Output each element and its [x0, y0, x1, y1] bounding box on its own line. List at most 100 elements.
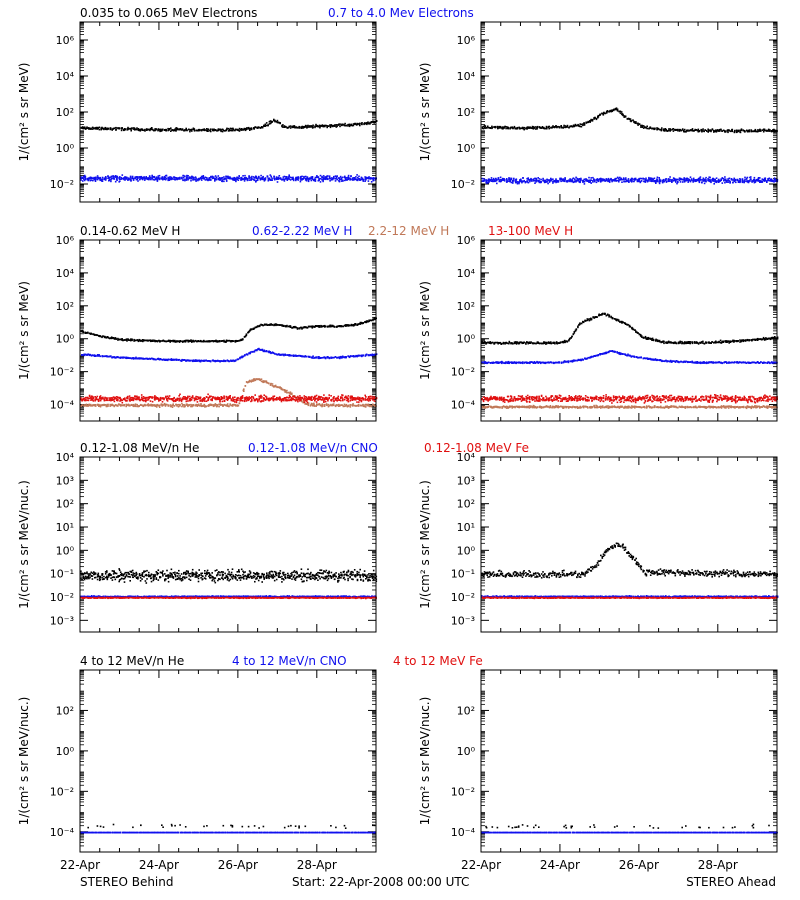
data-point — [149, 339, 152, 341]
data-point — [257, 127, 259, 129]
data-point — [233, 360, 235, 363]
data-point — [638, 123, 641, 125]
data-point — [350, 178, 352, 181]
data-point — [614, 179, 616, 182]
data-point — [193, 177, 195, 179]
data-point — [129, 357, 132, 359]
data-point — [625, 178, 627, 181]
data-point — [747, 180, 750, 182]
data-point — [513, 178, 515, 180]
data-point — [235, 359, 237, 362]
data-point — [235, 128, 237, 131]
data-point — [161, 340, 164, 342]
data-point — [546, 181, 548, 183]
data-point — [658, 182, 661, 185]
data-point — [230, 404, 233, 407]
data-point — [268, 351, 270, 354]
data-point — [200, 175, 203, 178]
data-point — [137, 128, 140, 130]
data-point — [218, 405, 220, 408]
data-point — [708, 178, 710, 181]
data-point — [296, 328, 299, 330]
data-point — [715, 130, 718, 132]
data-point — [347, 325, 350, 327]
data-point — [264, 177, 267, 180]
data-point — [120, 178, 123, 180]
data-point — [574, 123, 577, 126]
data-point — [204, 340, 206, 343]
data-point — [724, 176, 726, 178]
data-point — [164, 405, 167, 407]
data-point — [167, 176, 169, 179]
data-point — [629, 118, 632, 120]
data-point — [520, 180, 522, 182]
data-point — [316, 176, 318, 178]
data-point — [150, 178, 152, 181]
data-point — [732, 179, 734, 181]
data-point — [324, 357, 327, 360]
data-point — [312, 179, 315, 181]
data-point — [193, 128, 196, 131]
data-point — [272, 352, 275, 354]
data-point — [279, 178, 282, 180]
data-point — [117, 127, 119, 130]
data-point — [319, 126, 321, 129]
data-point — [97, 177, 100, 180]
data-point — [194, 360, 196, 362]
data-point — [255, 326, 258, 328]
data-point — [119, 178, 121, 180]
data-point — [120, 399, 122, 402]
data-point — [109, 403, 111, 406]
data-point — [515, 179, 518, 181]
data-point — [333, 176, 335, 179]
data-point — [118, 403, 120, 405]
data-point — [253, 177, 256, 179]
data-point — [156, 178, 159, 180]
data-point — [485, 180, 488, 182]
data-point — [358, 354, 360, 357]
data-point — [362, 322, 364, 324]
data-point — [154, 129, 156, 132]
data-point — [118, 338, 120, 341]
data-point — [559, 178, 561, 181]
data-point — [771, 180, 774, 182]
data-point — [667, 178, 670, 180]
data-point — [516, 182, 519, 185]
data-point — [85, 399, 87, 402]
data-point — [582, 124, 584, 127]
data-point — [203, 339, 205, 342]
data-point — [599, 181, 602, 183]
data-point — [96, 354, 99, 356]
data-point — [302, 178, 304, 180]
data-point — [506, 180, 508, 183]
data-point — [327, 178, 329, 180]
data-point — [174, 128, 176, 130]
data-point — [103, 127, 105, 130]
data-point — [756, 130, 759, 133]
data-point — [198, 403, 200, 406]
data-point — [227, 127, 230, 130]
data-point — [227, 177, 229, 179]
data-point — [295, 179, 297, 182]
data-point — [153, 129, 155, 132]
data-point — [754, 179, 757, 182]
data-point — [512, 180, 514, 183]
data-point — [307, 177, 310, 180]
data-point — [669, 178, 671, 181]
data-point — [173, 339, 176, 342]
data-point — [350, 123, 352, 126]
data-point — [720, 178, 722, 180]
data-point — [188, 176, 191, 178]
data-point — [556, 126, 558, 129]
data-point — [719, 130, 721, 132]
data-point — [286, 178, 289, 180]
data-point — [113, 337, 116, 339]
data-point — [309, 125, 311, 127]
data-point — [269, 179, 272, 181]
data-point — [209, 177, 211, 179]
data-point — [246, 128, 248, 130]
data-point — [196, 129, 199, 132]
data-point — [157, 129, 160, 131]
data-point — [238, 175, 240, 177]
data-point — [490, 180, 493, 182]
